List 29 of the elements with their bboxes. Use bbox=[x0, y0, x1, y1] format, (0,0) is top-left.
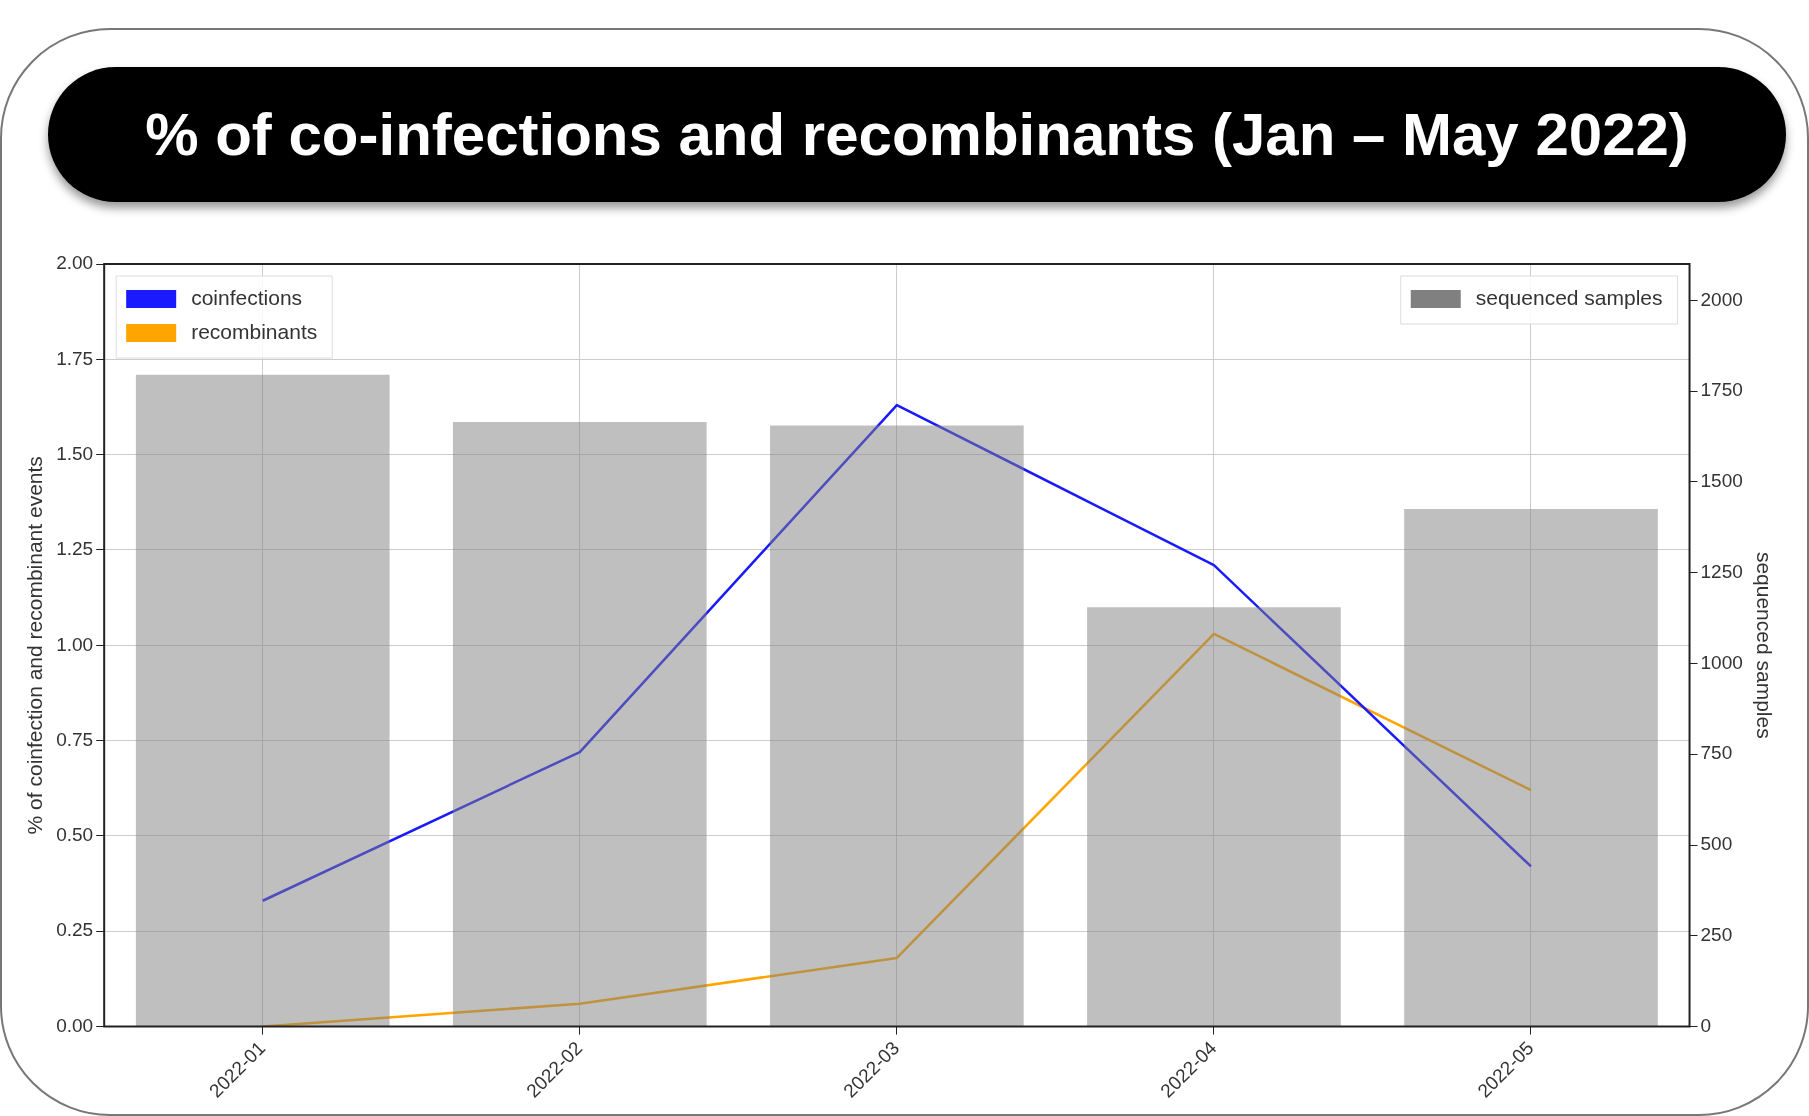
y2-tick-label: 750 bbox=[1700, 742, 1733, 764]
y-tick-label: 0.00 bbox=[56, 1014, 94, 1036]
y-tick-label: 0.75 bbox=[56, 728, 94, 750]
bar bbox=[1087, 607, 1341, 1027]
y2-tick-label: 1750 bbox=[1700, 379, 1743, 401]
y2-axis-title: sequenced samples bbox=[1752, 551, 1776, 739]
y-tick-label: 0.50 bbox=[56, 824, 94, 846]
y-axis-title: % of coinfection and recombinant events bbox=[23, 456, 47, 835]
bar bbox=[135, 374, 390, 1027]
y2-tick-label: 1000 bbox=[1700, 651, 1743, 673]
y-tick-label: 1.75 bbox=[56, 347, 94, 369]
bar bbox=[1404, 509, 1658, 1027]
legend-label: recombinants bbox=[191, 319, 318, 343]
y2-tick-label: 500 bbox=[1700, 833, 1733, 855]
y-tick-label: 1.00 bbox=[56, 633, 94, 655]
y-tick-label: 2.00 bbox=[56, 252, 94, 274]
bar bbox=[770, 425, 1024, 1027]
legend-label: sequenced samples bbox=[1475, 285, 1663, 309]
chart-title: % of co-infections and recombinants (Jan – May 2022) bbox=[48, 67, 1786, 202]
legend-label: coinfections bbox=[191, 285, 303, 309]
y2-tick-label: 1250 bbox=[1700, 560, 1743, 582]
y2-tick-label: 250 bbox=[1700, 924, 1733, 946]
y-tick-label: 0.25 bbox=[56, 919, 94, 941]
bar bbox=[452, 421, 707, 1027]
y2-tick-label: 2000 bbox=[1700, 288, 1743, 310]
y2-tick-label: 0 bbox=[1700, 1014, 1712, 1036]
y-tick-label: 1.50 bbox=[56, 442, 94, 464]
y-tick-label: 1.25 bbox=[56, 538, 94, 560]
y2-tick-label: 1500 bbox=[1700, 470, 1743, 492]
